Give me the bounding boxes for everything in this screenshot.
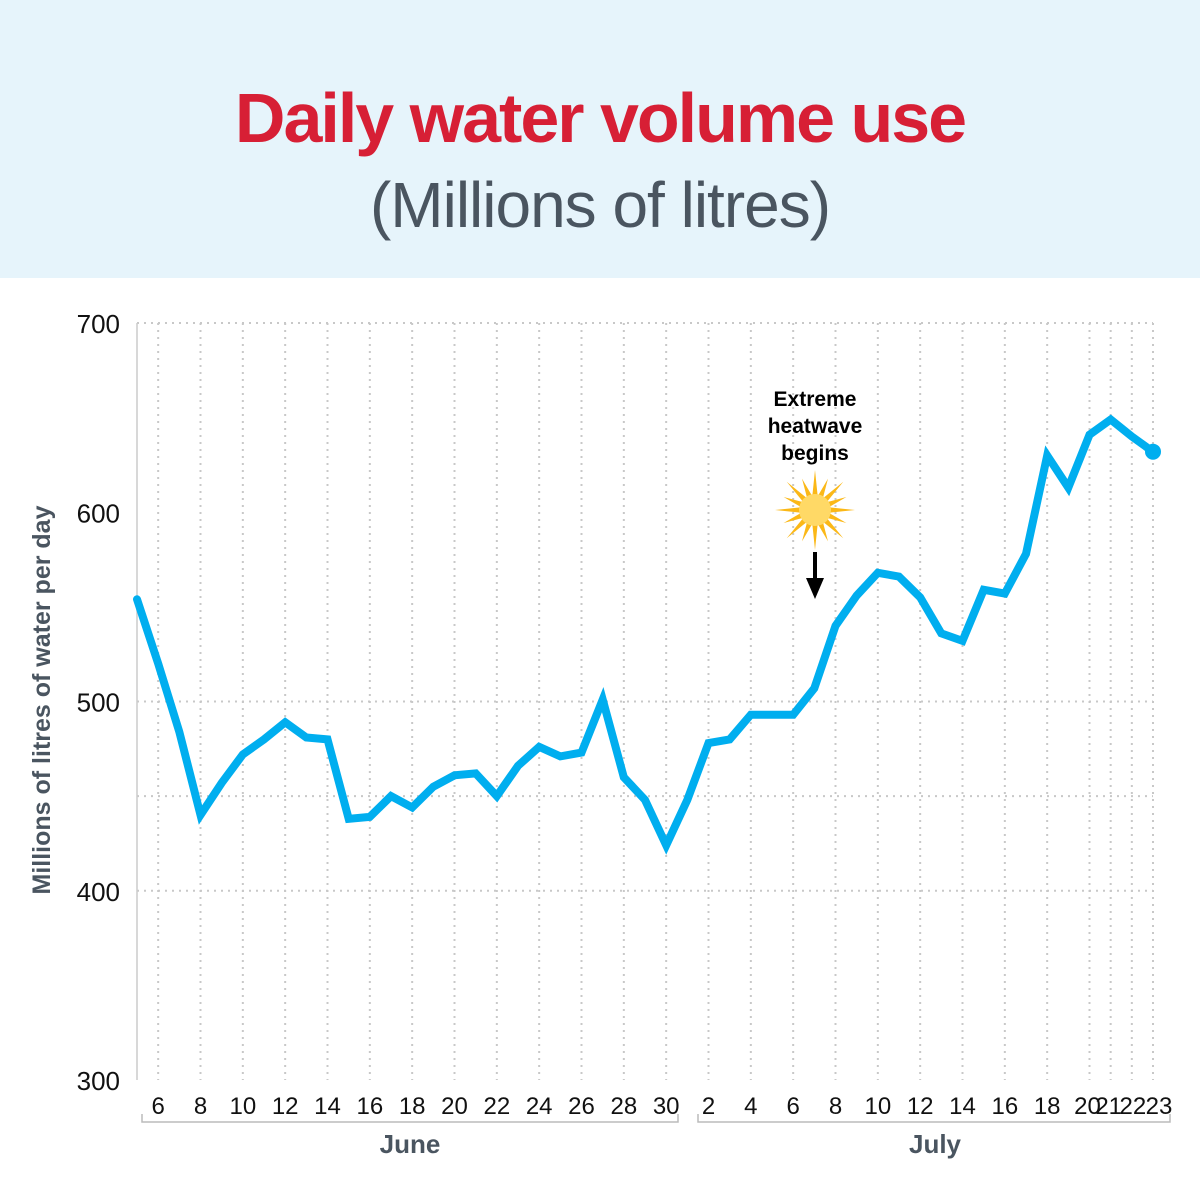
x-tick-label: 6 xyxy=(151,1093,164,1120)
x-tick-label: 26 xyxy=(568,1093,595,1120)
x-tick-label: 18 xyxy=(1034,1093,1061,1120)
x-tick-label: 6 xyxy=(786,1093,799,1120)
y-tick-label: 600 xyxy=(77,498,120,528)
x-tick-label: 28 xyxy=(610,1093,637,1120)
sun-icon xyxy=(775,470,855,550)
annotation-line-2: heatwave xyxy=(768,415,863,438)
heatwave-annotation: Extreme heatwave begins xyxy=(768,388,863,599)
chart-subtitle: (Millions of litres) xyxy=(369,169,831,241)
y-tick-label: 500 xyxy=(77,688,120,718)
july-bracket xyxy=(697,1114,1171,1123)
x-tick-label: 10 xyxy=(864,1093,891,1120)
y-tick-labels: 300 400 500 600 700 xyxy=(77,309,120,1096)
x-tick-label: 20 xyxy=(441,1093,468,1120)
month-label-july: July xyxy=(909,1129,962,1159)
water-use-line xyxy=(133,414,1157,855)
x-tick-label: 16 xyxy=(356,1093,383,1120)
x-tick-label: 8 xyxy=(194,1093,207,1120)
x-tick-label: 4 xyxy=(744,1093,757,1120)
y-axis-label: Millions of litres of water per day xyxy=(28,505,56,894)
x-tick-label: 12 xyxy=(272,1093,299,1120)
x-tick-label: 22 xyxy=(1119,1093,1146,1120)
x-tick-label: 16 xyxy=(991,1093,1018,1120)
x-tick-label: 14 xyxy=(949,1093,976,1120)
arrow-down-icon xyxy=(806,552,824,599)
header-band: Daily water volume use (Millions of litr… xyxy=(0,0,1200,278)
y-tick-label: 400 xyxy=(77,877,120,907)
series-line xyxy=(133,414,1161,855)
month-bracket-july: July xyxy=(697,1114,1171,1159)
x-tick-labels: 6 8 10 12 14 16 18 20 22 24 26 28 30 2 4 6 8 10 12 14 16 18 20… xyxy=(151,1093,1172,1120)
sun-core xyxy=(799,494,831,526)
x-tick-label: 21 xyxy=(1095,1093,1122,1120)
x-tick-label: 8 xyxy=(829,1093,842,1120)
annotation-line-1: Extreme xyxy=(774,388,857,411)
x-tick-label: 23 xyxy=(1146,1093,1173,1120)
x-tick-label: 22 xyxy=(483,1093,510,1120)
y-tick-label: 300 xyxy=(77,1066,120,1096)
x-tick-label: 2 xyxy=(702,1093,715,1120)
x-tick-label: 20 xyxy=(1074,1093,1101,1120)
month-label-june: June xyxy=(380,1129,441,1159)
x-tick-label: 14 xyxy=(314,1093,341,1120)
x-tick-label: 18 xyxy=(399,1093,426,1120)
gridlines xyxy=(137,322,1154,1080)
chart-title: Daily water volume use xyxy=(234,79,967,157)
data-point xyxy=(1145,443,1161,460)
x-tick-label: 12 xyxy=(907,1093,934,1120)
month-bracket-june: June xyxy=(141,1114,679,1159)
x-tick-label: 30 xyxy=(653,1093,680,1120)
june-bracket xyxy=(141,1114,679,1123)
x-tick-label: 24 xyxy=(526,1093,553,1120)
y-tick-label: 700 xyxy=(77,309,120,339)
annotation-line-3: begins xyxy=(781,442,849,465)
x-tick-label: 10 xyxy=(229,1093,256,1120)
